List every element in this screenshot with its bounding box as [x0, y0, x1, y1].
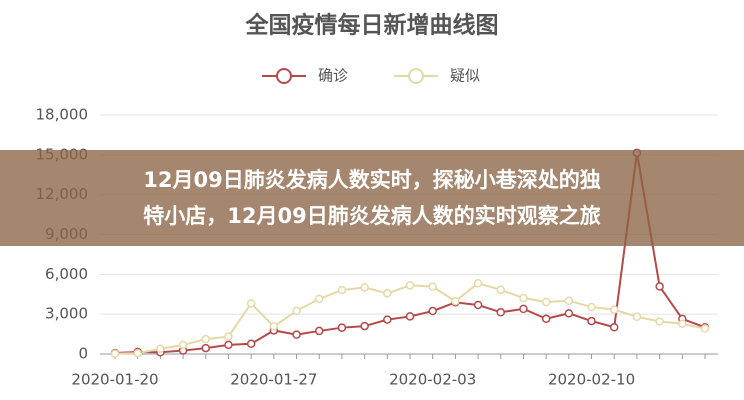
- point: [519, 293, 528, 303]
- point: [587, 302, 596, 312]
- point: [541, 297, 551, 307]
- point: [133, 348, 142, 358]
- point: [496, 285, 506, 295]
- point: [609, 305, 619, 314]
- point: [269, 322, 279, 331]
- x-tick-label: 2020-01-27: [230, 371, 317, 389]
- point: [337, 285, 347, 295]
- legend-marker: [276, 68, 292, 84]
- point: [632, 312, 642, 321]
- point: [564, 296, 574, 306]
- y-tick-label: 0: [78, 345, 88, 363]
- legend-label: 疑似: [450, 67, 480, 85]
- point: [655, 317, 664, 326]
- x-tick-label: 2020-02-03: [389, 371, 476, 389]
- point: [428, 306, 437, 316]
- point: [428, 282, 437, 291]
- banner-line: 12月09日肺炎发病人数实时，探秘小巷深处的独: [143, 168, 601, 192]
- point: [246, 299, 256, 308]
- chart-title: 全国疫情每日新增曲线图: [245, 12, 499, 39]
- point: [292, 306, 301, 316]
- point: [110, 349, 120, 358]
- point: [473, 300, 483, 310]
- point: [383, 289, 392, 298]
- point: [337, 323, 347, 332]
- banner-line: 特小店，12月09日肺炎发病人数的实时观察之旅: [143, 204, 601, 228]
- point: [156, 344, 165, 354]
- legend-marker: [408, 68, 424, 84]
- point: [224, 340, 233, 350]
- x-tick-label: 2020-01-20: [71, 371, 158, 389]
- point: [405, 312, 415, 321]
- point: [519, 304, 528, 314]
- point: [201, 334, 211, 344]
- point: [224, 332, 233, 341]
- point: [564, 309, 574, 318]
- point: [405, 281, 415, 290]
- point: [655, 282, 664, 291]
- point: [700, 324, 710, 333]
- point: [314, 326, 324, 336]
- point: [473, 279, 483, 288]
- y-tick-label: 6,000: [45, 265, 88, 283]
- point: [360, 321, 369, 331]
- point: [178, 340, 188, 350]
- legend-label: 确诊: [318, 67, 348, 85]
- point: [678, 319, 687, 329]
- point: [314, 294, 324, 304]
- point: [383, 315, 392, 324]
- point: [201, 343, 211, 353]
- y-tick-label: 18,000: [36, 106, 89, 124]
- point: [360, 283, 369, 292]
- point: [246, 339, 256, 349]
- point: [292, 330, 301, 339]
- y-tick-label: 3,000: [45, 305, 88, 323]
- point: [609, 322, 619, 332]
- point: [496, 308, 506, 317]
- banner: 12月09日肺炎发病人数实时，探秘小巷深处的独 特小店，12月09日肺炎发病人数…: [0, 150, 744, 246]
- point: [587, 316, 596, 326]
- point: [451, 297, 460, 306]
- x-tick-label: 2020-02-10: [548, 371, 635, 389]
- point: [541, 314, 551, 323]
